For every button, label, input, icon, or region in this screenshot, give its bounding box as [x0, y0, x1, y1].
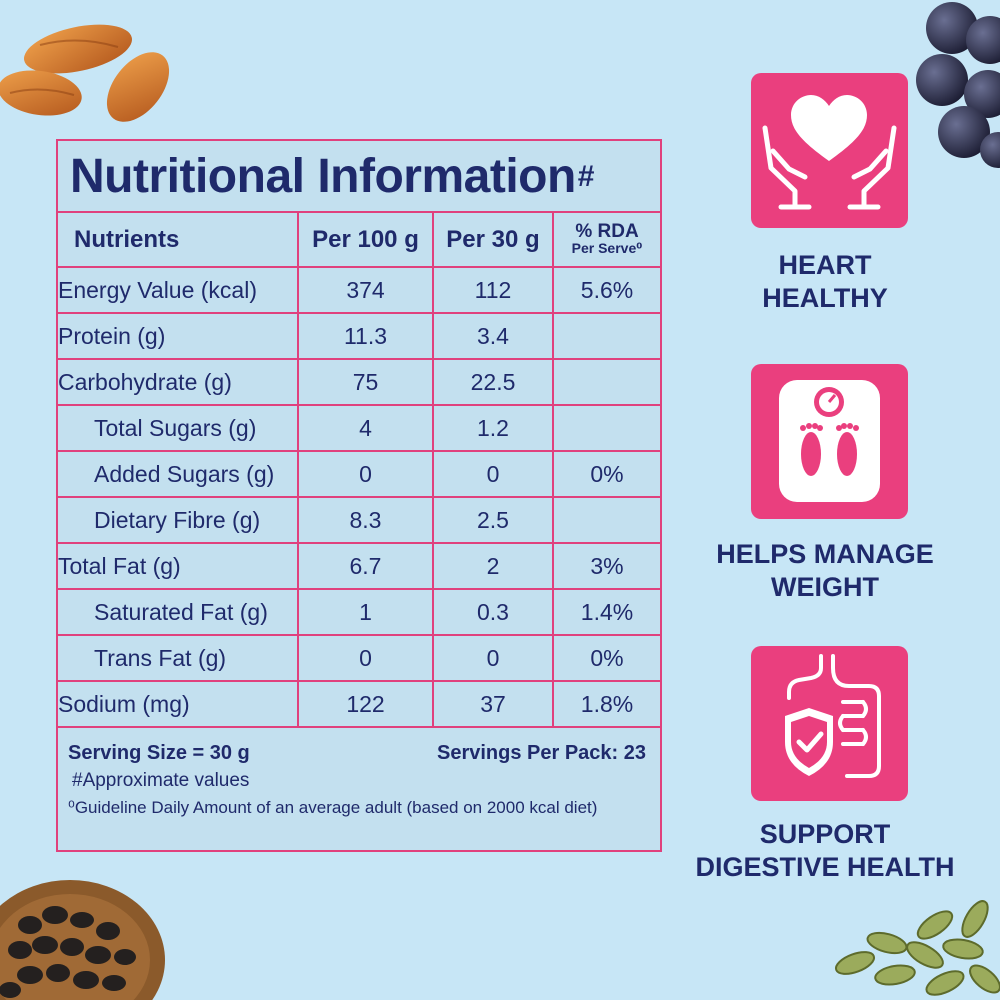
- header-rda-sub: Per Serve⁰: [571, 239, 643, 256]
- benefit-line: SUPPORT: [759, 819, 891, 849]
- value-per-100g: 0: [297, 450, 434, 498]
- heart-healthy-label: HEART HEALTHY: [695, 249, 955, 315]
- nutrient-name: Total Sugars (g): [58, 404, 299, 452]
- benefit-line: HEART: [778, 250, 872, 280]
- nutrient-name: Sodium (mg): [58, 680, 299, 728]
- value-per-100g: 75: [297, 358, 434, 406]
- digestive-shield-icon: [785, 654, 881, 778]
- value-per-30g: 37: [432, 680, 554, 728]
- table-row: Saturated Fat (g) 1 0.3 1.4%: [58, 588, 660, 636]
- digestive-label: SUPPORT DIGESTIVE HEALTH: [695, 818, 955, 884]
- nutrient-name: Dietary Fibre (g): [58, 496, 299, 544]
- value-per-30g: 0: [432, 450, 554, 498]
- value-rda: 1.8%: [552, 680, 660, 728]
- benefit-line: WEIGHT: [771, 572, 879, 602]
- pumpkin-seeds-image: [834, 900, 1000, 996]
- heart-healthy-badge: [751, 73, 908, 228]
- value-per-100g: 11.3: [297, 312, 434, 360]
- value-rda: [552, 358, 660, 406]
- nutrition-panel: Nutritional Information# Nutrients Per 1…: [56, 139, 662, 852]
- value-rda: 3%: [552, 542, 660, 590]
- value-per-100g: 6.7: [297, 542, 434, 590]
- benefit-line: HEALTHY: [762, 283, 888, 313]
- servings-per-pack: Servings Per Pack: 23: [436, 742, 646, 764]
- nutrient-name: Added Sugars (g): [58, 450, 299, 498]
- nutrient-name: Trans Fat (g): [58, 634, 299, 682]
- header-per-30g: Per 30 g: [432, 213, 554, 268]
- value-per-100g: 122: [297, 680, 434, 728]
- value-per-30g: 1.2: [432, 404, 554, 452]
- table-row: Sodium (mg) 122 37 1.8%: [58, 680, 660, 728]
- title-text: Nutritional Information: [70, 149, 576, 203]
- value-per-30g: 3.4: [432, 312, 554, 360]
- grapes-image: [916, 2, 1000, 168]
- serving-size: Serving Size = 30 g: [68, 742, 250, 764]
- value-rda: [552, 496, 660, 544]
- table-row: Carbohydrate (g) 75 22.5: [58, 358, 660, 406]
- value-per-100g: 8.3: [297, 496, 434, 544]
- table-row: Protein (g) 11.3 3.4: [58, 312, 660, 360]
- raisin-bowl-image: [0, 880, 165, 1000]
- title-mark: #: [577, 159, 595, 193]
- value-per-30g: 112: [432, 266, 554, 314]
- nutrient-name: Total Fat (g): [58, 542, 299, 590]
- weight-badge: [751, 364, 908, 519]
- value-per-100g: 4: [297, 404, 434, 452]
- value-per-30g: 0: [432, 634, 554, 682]
- weight-label: HELPS MANAGE WEIGHT: [695, 538, 955, 604]
- heart-hands-icon: [762, 95, 897, 210]
- value-rda: 0%: [552, 450, 660, 498]
- value-rda: [552, 404, 660, 452]
- table-row: Dietary Fibre (g) 8.3 2.5: [58, 496, 660, 544]
- nutrition-table: Nutrients Per 100 g Per 30 g % RDA Per S…: [58, 213, 660, 728]
- page-title: Nutritional Information#: [70, 149, 594, 204]
- value-per-30g: 2.5: [432, 496, 554, 544]
- value-per-30g: 22.5: [432, 358, 554, 406]
- table-row: Total Sugars (g) 4 1.2: [58, 404, 660, 452]
- table-row: Added Sugars (g) 0 0 0%: [58, 450, 660, 498]
- value-rda: [552, 312, 660, 360]
- nutrient-name: Carbohydrate (g): [58, 358, 299, 406]
- value-per-100g: 1: [297, 588, 434, 636]
- value-per-100g: 374: [297, 266, 434, 314]
- value-per-100g: 0: [297, 634, 434, 682]
- value-rda: 0%: [552, 634, 660, 682]
- nutrient-name: Saturated Fat (g): [58, 588, 299, 636]
- value-per-30g: 0.3: [432, 588, 554, 636]
- header-rda-label: % RDA: [575, 220, 639, 242]
- table-row: Total Fat (g) 6.7 2 3%: [58, 542, 660, 590]
- almonds-image: [0, 24, 170, 122]
- header-per-100g: Per 100 g: [297, 213, 434, 268]
- title-row: Nutritional Information#: [58, 141, 660, 213]
- benefit-line: DIGESTIVE HEALTH: [695, 852, 955, 882]
- value-rda: 5.6%: [552, 266, 660, 314]
- value-rda: 1.4%: [552, 588, 660, 636]
- benefit-line: HELPS MANAGE: [716, 539, 934, 569]
- gda-note: ⁰Guideline Daily Amount of an average ad…: [68, 798, 598, 817]
- approx-note: #Approximate values: [72, 770, 250, 791]
- table-row: Energy Value (kcal) 374 112 5.6%: [58, 266, 660, 314]
- table-footer: Serving Size = 30 g Servings Per Pack: 2…: [58, 728, 660, 828]
- digestive-badge: [751, 646, 908, 801]
- nutrient-name: Energy Value (kcal): [58, 266, 299, 314]
- header-row: Nutrients Per 100 g Per 30 g % RDA Per S…: [58, 213, 660, 268]
- value-per-30g: 2: [432, 542, 554, 590]
- table-row: Trans Fat (g) 0 0 0%: [58, 634, 660, 682]
- weighing-scale-icon: [779, 380, 880, 502]
- header-rda: % RDA Per Serve⁰: [552, 213, 660, 268]
- header-nutrients: Nutrients: [58, 213, 299, 268]
- nutrient-name: Protein (g): [58, 312, 299, 360]
